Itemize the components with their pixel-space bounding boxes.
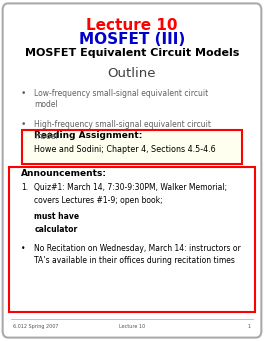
Text: Outline: Outline xyxy=(108,67,156,80)
Text: •: • xyxy=(21,120,26,129)
Text: No Recitation on Wednesday, March 14: instructors or
TA’s available in their off: No Recitation on Wednesday, March 14: in… xyxy=(34,244,241,265)
Text: Lecture 10: Lecture 10 xyxy=(119,324,145,329)
Text: Low-frequency small-signal equivalent circuit
model: Low-frequency small-signal equivalent ci… xyxy=(34,89,209,109)
Text: MOSFET (III): MOSFET (III) xyxy=(79,32,185,47)
Text: 1.: 1. xyxy=(21,183,28,192)
Text: MOSFET Equivalent Circuit Models: MOSFET Equivalent Circuit Models xyxy=(25,48,239,58)
Text: Howe and Sodini; Chapter 4, Sections 4.5-4.6: Howe and Sodini; Chapter 4, Sections 4.5… xyxy=(34,145,216,154)
Text: •: • xyxy=(21,244,26,253)
Text: Lecture 10: Lecture 10 xyxy=(86,18,178,33)
Text: 1: 1 xyxy=(248,324,251,329)
FancyBboxPatch shape xyxy=(9,167,255,312)
Text: must have
calculator: must have calculator xyxy=(34,212,79,234)
Text: 6.012 Spring 2007: 6.012 Spring 2007 xyxy=(13,324,59,329)
FancyBboxPatch shape xyxy=(3,3,261,338)
Text: Announcements:: Announcements: xyxy=(21,169,107,178)
FancyBboxPatch shape xyxy=(22,130,242,164)
Text: •: • xyxy=(21,89,26,98)
Text: High-frequency small-signal equivalent circuit
model: High-frequency small-signal equivalent c… xyxy=(34,120,211,141)
Text: Reading Assignment:: Reading Assignment: xyxy=(34,131,143,140)
Text: Quiz#1: March 14, 7:30-9:30PM, Walker Memorial;
covers Lectures #1-9; open book;: Quiz#1: March 14, 7:30-9:30PM, Walker Me… xyxy=(34,183,228,205)
